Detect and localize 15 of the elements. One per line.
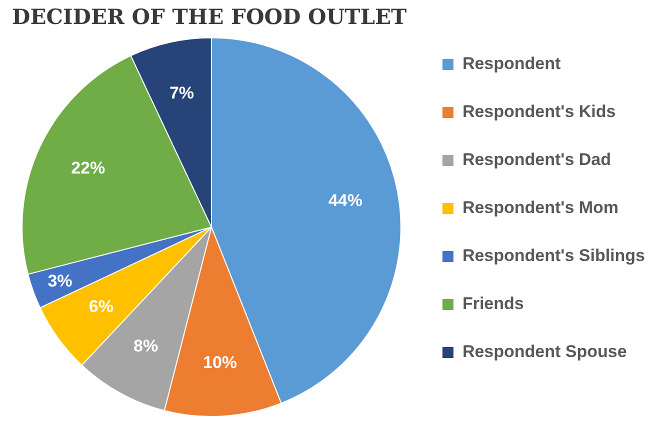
legend-label: Respondent xyxy=(462,54,562,74)
data-label: 44% xyxy=(328,191,362,210)
legend-label: Respondent's Kids xyxy=(462,102,616,122)
data-label: 6% xyxy=(88,296,114,316)
chart-title: DECIDER OF THE FOOD OUTLET xyxy=(12,4,408,30)
legend-label: Respondent's Siblings xyxy=(462,246,646,266)
data-label: 22% xyxy=(71,158,106,178)
data-label: 10% xyxy=(203,352,238,372)
legend-label: Respondent's Dad xyxy=(462,150,612,170)
data-label: 8% xyxy=(133,336,158,356)
legend-label: Respondent's Mom xyxy=(462,198,619,218)
legend-label: Friends xyxy=(462,294,524,314)
legend-label: Respondent Spouse xyxy=(462,342,627,362)
data-label: 3% xyxy=(48,271,72,290)
data-label: 7% xyxy=(169,84,194,103)
